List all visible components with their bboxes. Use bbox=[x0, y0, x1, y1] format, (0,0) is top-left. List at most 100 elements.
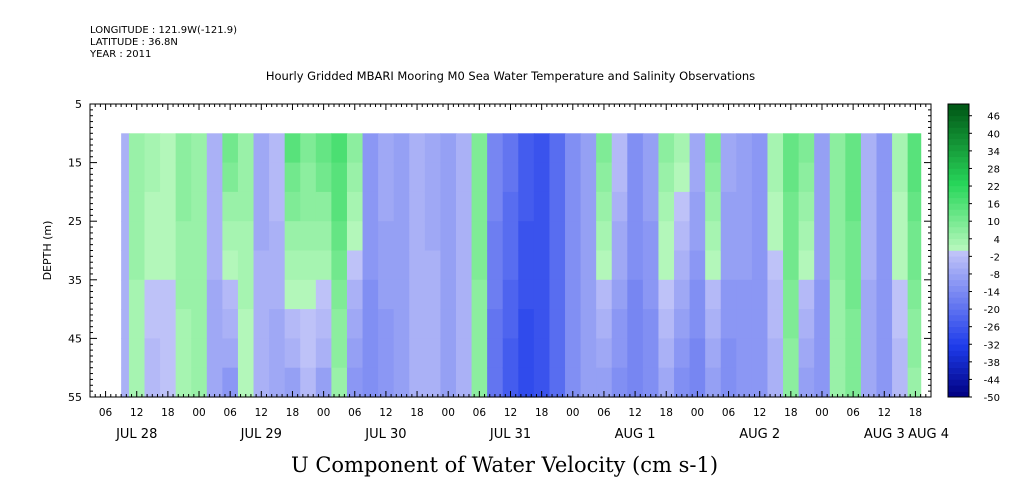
heatmap-cell bbox=[424, 162, 442, 193]
heatmap-cell bbox=[907, 309, 922, 339]
colorbar-swatch bbox=[948, 121, 969, 128]
heatmap-cell bbox=[720, 250, 737, 281]
heatmap-cell bbox=[783, 221, 800, 252]
colorbar-swatch bbox=[948, 273, 969, 281]
colorbar-swatch bbox=[948, 297, 969, 304]
heatmap-cell bbox=[253, 338, 270, 369]
heatmap-cell bbox=[409, 367, 426, 398]
colorbar-swatch bbox=[948, 391, 969, 398]
colorbar-swatch bbox=[948, 338, 969, 345]
heatmap-cell bbox=[829, 191, 846, 222]
heatmap-cell bbox=[378, 162, 395, 193]
heatmap-cell bbox=[580, 338, 597, 369]
heatmap-cell bbox=[798, 221, 815, 252]
heatmap-cell bbox=[315, 338, 332, 369]
heatmap-cell bbox=[751, 250, 769, 281]
heatmap-cell bbox=[907, 162, 922, 193]
heatmap-cell bbox=[300, 221, 317, 252]
heatmap-cell bbox=[876, 191, 893, 222]
heatmap-cell bbox=[175, 250, 192, 281]
heatmap-cell bbox=[642, 133, 660, 164]
heatmap-cell bbox=[315, 221, 332, 252]
heatmap-cell bbox=[362, 133, 379, 164]
heatmap-cell bbox=[705, 221, 722, 252]
heatmap-cell bbox=[658, 367, 675, 398]
colorbar-swatch bbox=[948, 227, 969, 234]
heatmap-cell bbox=[409, 221, 426, 252]
colorbar-swatch bbox=[948, 309, 969, 316]
heatmap-cell bbox=[471, 367, 488, 398]
heatmap-cell bbox=[206, 338, 223, 369]
heatmap-cell bbox=[284, 221, 301, 252]
heatmap-cell bbox=[518, 250, 535, 281]
x-tick-label: 18 bbox=[161, 407, 174, 419]
heatmap-cell bbox=[206, 367, 223, 398]
heatmap-cell bbox=[580, 191, 597, 222]
colorbar-swatch bbox=[948, 314, 969, 322]
heatmap-cell bbox=[876, 250, 893, 281]
y-tick-label: 5 bbox=[75, 98, 82, 111]
heatmap-cell bbox=[783, 367, 800, 398]
heatmap-cell bbox=[206, 133, 223, 164]
heatmap-cell bbox=[751, 221, 769, 252]
heatmap-cell bbox=[689, 250, 706, 281]
heatmap-cell bbox=[892, 367, 909, 398]
heatmap-cell bbox=[767, 279, 784, 310]
y-tick-label: 15 bbox=[68, 157, 82, 170]
heatmap-cell bbox=[876, 279, 893, 310]
heatmap-cell bbox=[783, 309, 800, 339]
heatmap-cell bbox=[222, 221, 239, 252]
heatmap-cell bbox=[658, 309, 675, 339]
heatmap-cell bbox=[144, 191, 161, 222]
heatmap-cell bbox=[736, 133, 753, 164]
heatmap-cell bbox=[121, 162, 130, 193]
heatmap-cell bbox=[798, 367, 815, 398]
heatmap-cell bbox=[689, 162, 706, 193]
heatmap-cell bbox=[783, 162, 800, 193]
heatmap-cell bbox=[253, 367, 270, 398]
heatmap-cell bbox=[845, 191, 862, 222]
heatmap-cell bbox=[253, 162, 270, 193]
heatmap-cell bbox=[269, 221, 286, 252]
heatmap-cell bbox=[378, 250, 395, 281]
heatmap-cell bbox=[191, 221, 208, 252]
x-tick-label: 00 bbox=[691, 407, 704, 419]
heatmap-cell bbox=[331, 279, 348, 310]
heatmap-cell bbox=[767, 162, 784, 193]
heatmap-cell bbox=[128, 133, 146, 164]
heatmap-cell bbox=[829, 367, 846, 398]
heatmap-cell bbox=[191, 250, 208, 281]
heatmap-cell bbox=[736, 367, 753, 398]
colorbar-label: 28 bbox=[987, 164, 1000, 175]
heatmap-cell bbox=[549, 162, 566, 193]
heatmap-cell bbox=[284, 309, 301, 339]
heatmap-cell bbox=[175, 279, 192, 310]
heatmap-cell bbox=[798, 279, 815, 310]
heatmap-cell bbox=[471, 309, 488, 339]
heatmap-cell bbox=[674, 133, 691, 164]
colorbar-swatch bbox=[948, 162, 969, 169]
colorbar: 46 40 34 28 22 16 10 4 -2 -8 -14 -20 -26 -32 -38 -44 -50 bbox=[947, 103, 1000, 404]
heatmap-cell bbox=[487, 133, 504, 164]
colorbar-swatch bbox=[948, 109, 969, 117]
heatmap-cell bbox=[736, 221, 753, 252]
heatmap-cell bbox=[346, 250, 364, 281]
heatmap-cell bbox=[269, 162, 286, 193]
colorbar-swatch bbox=[948, 332, 969, 339]
heatmap-cell bbox=[128, 279, 146, 310]
colorbar-swatch bbox=[948, 156, 969, 163]
heatmap-cell bbox=[549, 338, 566, 369]
colorbar-label: -8 bbox=[990, 270, 1000, 281]
heatmap-cell bbox=[362, 221, 379, 252]
heatmap-cell bbox=[829, 221, 846, 252]
heatmap-cell bbox=[121, 221, 130, 252]
heatmap-cell bbox=[518, 191, 535, 222]
heatmap-cell bbox=[596, 191, 613, 222]
heatmap-cell bbox=[269, 191, 286, 222]
heatmap-cell bbox=[144, 338, 161, 369]
heatmap-cell bbox=[658, 279, 675, 310]
heatmap-cell bbox=[222, 367, 239, 398]
heatmap-cell bbox=[300, 309, 317, 339]
x-tick-label: 18 bbox=[286, 407, 299, 419]
